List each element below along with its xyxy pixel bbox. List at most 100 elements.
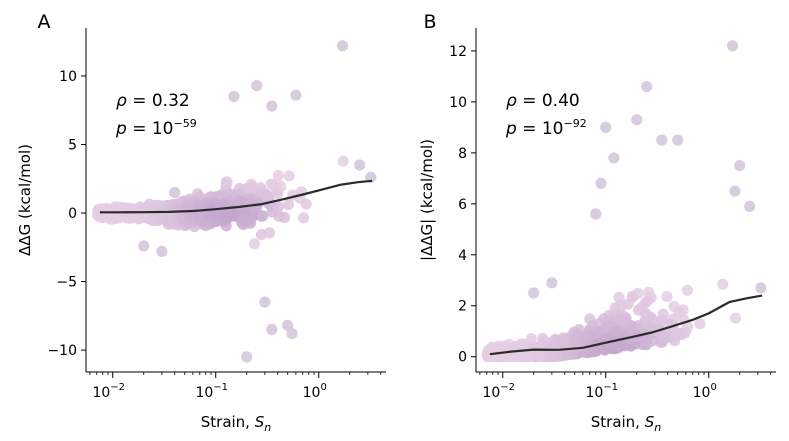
scatter-point xyxy=(282,199,294,211)
scatter-point xyxy=(656,134,668,146)
y-tick-label: 12 xyxy=(449,44,467,60)
y-tick-label: 0 xyxy=(458,350,467,366)
scatter-point xyxy=(275,180,287,193)
scatter-point xyxy=(636,301,648,313)
p-annotation: p = 10−92 xyxy=(505,117,587,139)
trend-line xyxy=(489,294,763,356)
y-tick-label: 5 xyxy=(68,137,77,153)
x-tick-label: 100 xyxy=(693,382,717,401)
scatter-point xyxy=(608,152,620,164)
panel-label: A xyxy=(38,11,51,33)
scatter-point xyxy=(220,180,232,192)
scatter-point xyxy=(525,333,537,345)
scatter-point xyxy=(546,277,558,289)
scatter-point xyxy=(613,338,625,351)
scatter-point xyxy=(155,207,167,219)
scatter-point xyxy=(729,185,741,197)
scatter-point xyxy=(169,186,181,199)
scatter-point xyxy=(631,114,643,126)
scatter-point xyxy=(595,177,607,189)
y-tick-label: 10 xyxy=(449,95,467,111)
trend-line xyxy=(99,179,373,214)
y-tick-label: 0 xyxy=(68,206,77,222)
scatter-point xyxy=(559,334,571,346)
y-axis-label: ΔΔG (kcal/mol) xyxy=(16,144,34,256)
y-tick-label: 2 xyxy=(458,299,467,315)
scatter-point xyxy=(590,208,602,220)
scatter-point xyxy=(234,195,246,207)
scatter-point xyxy=(137,207,149,219)
scatter-point xyxy=(248,238,261,250)
scatter-point xyxy=(282,319,294,331)
scatter-point xyxy=(266,100,278,112)
scatter-point xyxy=(218,197,230,210)
scatter-point xyxy=(246,182,258,194)
scatter-point xyxy=(300,198,312,210)
x-axis-label: Strain, Sn xyxy=(591,413,662,434)
scatter-point xyxy=(611,325,623,337)
y-tick-label: 6 xyxy=(458,197,467,213)
scatter-point xyxy=(734,160,746,172)
scatter-point xyxy=(156,245,168,257)
rho-annotation: ρ = 0.32 xyxy=(116,91,190,111)
scatter-point xyxy=(641,81,653,93)
scatter-point xyxy=(730,312,742,324)
y-tick-label: −5 xyxy=(56,275,77,291)
scatter-point xyxy=(594,326,606,338)
scatter-point xyxy=(337,155,349,167)
scatter-point xyxy=(249,201,261,213)
scatter-point xyxy=(255,210,267,222)
scatter-point xyxy=(251,80,263,92)
x-tick-label: 10−1 xyxy=(195,382,228,401)
scatter-point xyxy=(354,159,366,171)
scatter-point xyxy=(531,351,543,363)
scatter-point xyxy=(626,292,638,304)
scatter-point xyxy=(192,209,204,221)
scatter-point xyxy=(726,40,739,52)
scatter-point xyxy=(266,323,278,336)
y-axis-label: |ΔΔG| (kcal/mol) xyxy=(418,139,436,261)
y-tick-label: 10 xyxy=(59,69,77,85)
scatter-point xyxy=(672,134,684,146)
scatter-point xyxy=(138,240,150,252)
scatter-point xyxy=(694,318,706,330)
scatter-point xyxy=(619,315,631,327)
scatter-point xyxy=(255,229,268,241)
scatter-point xyxy=(207,205,219,217)
scatter-point xyxy=(290,89,302,101)
scatter-points xyxy=(91,40,377,363)
scatter-point xyxy=(217,189,229,201)
y-tick-label: −10 xyxy=(47,343,77,359)
x-tick-label: 10−1 xyxy=(585,382,618,401)
scatter-point xyxy=(560,348,572,360)
scatter-point xyxy=(237,214,249,226)
scatter-point xyxy=(661,290,673,303)
x-tick-label: 100 xyxy=(303,382,327,401)
scatter-point xyxy=(336,40,349,52)
scatter-point xyxy=(744,200,756,212)
scatter-point xyxy=(682,321,694,333)
scatter-point xyxy=(272,201,285,213)
panel-b: 0 2 4 6 8 10 12 10−2 10−1 100 Strain, Sn |ΔΔG| (kca… xyxy=(418,11,776,434)
scatter-point xyxy=(228,90,240,103)
scatter-point xyxy=(641,309,653,321)
p-annotation: p = 10−59 xyxy=(115,117,197,139)
scatter-point xyxy=(286,328,298,340)
scatter-point xyxy=(643,286,655,298)
scatter-point xyxy=(657,308,669,320)
scatter-point xyxy=(223,209,235,221)
x-tick-label: 10−2 xyxy=(482,382,515,401)
scatter-point xyxy=(538,335,550,347)
scatter-point xyxy=(298,212,310,224)
rho-annotation: ρ = 0.40 xyxy=(506,91,580,111)
scatter-point xyxy=(646,335,658,347)
scatter-point xyxy=(673,306,685,318)
scatter-point xyxy=(262,190,274,202)
scatter-point xyxy=(283,170,295,182)
scatter-point xyxy=(717,278,729,290)
panel-a: −10 −5 0 5 10 10−2 10−1 100 Strain, Sn ΔΔG (kcal/… xyxy=(16,11,386,434)
scatter-point xyxy=(600,121,612,133)
scatter-point xyxy=(528,287,540,299)
scatter-point xyxy=(615,300,627,312)
